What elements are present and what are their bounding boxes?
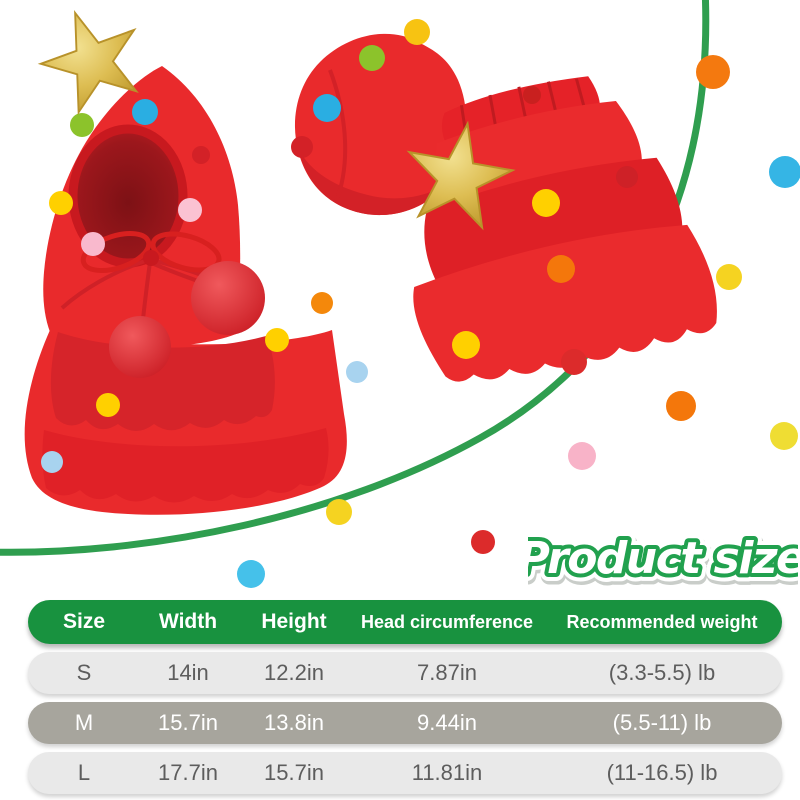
- pom-pom: [326, 499, 352, 525]
- cell-recommended-weight: (3.3-5.5) lb: [608, 660, 716, 685]
- svg-text:Product size: Product size: [528, 533, 798, 584]
- page-title-text: Product size: [528, 533, 798, 584]
- product-photo: [0, 0, 800, 588]
- costume-illustration: [0, 0, 800, 588]
- garland-swoosh-line: [0, 0, 710, 556]
- header-width: Width: [158, 610, 218, 633]
- svg-text:Product size: Product size: [528, 536, 798, 587]
- gold-star-icon: [406, 120, 516, 231]
- pom-pom: [696, 55, 730, 89]
- pom-pom: [769, 156, 800, 188]
- size-table: Size Width Height Head circumference Rec…: [28, 600, 782, 800]
- pom-pom: [568, 442, 596, 470]
- ruffle-dress-costume: [291, 19, 717, 382]
- cell-width: 15.7in: [158, 710, 218, 735]
- pom-pom: [770, 422, 798, 450]
- header-head-circumference: Head circumference: [360, 611, 534, 632]
- pom-pom: [666, 391, 696, 421]
- header-recommended-weight: Recommended weight: [566, 611, 758, 632]
- pom-pom: [191, 261, 265, 335]
- table-row-l: L 17.7in 15.7in 11.81in (11-16.5) lb: [28, 752, 782, 794]
- pom-pom: [471, 530, 495, 554]
- cell-recommended-weight: (5.5-11) lb: [612, 710, 712, 735]
- cell-recommended-weight: (11-16.5) lb: [606, 760, 718, 785]
- cell-size: S: [76, 660, 92, 685]
- cell-width: 14in: [167, 660, 209, 685]
- table-header-row: Size Width Height Head circumference Rec…: [28, 600, 782, 644]
- cell-width: 17.7in: [158, 760, 218, 785]
- page-title: Product size Product size Product size P…: [510, 520, 800, 598]
- cell-head-circumference: 9.44in: [417, 710, 477, 735]
- bow-knot: [143, 250, 159, 266]
- header-size: Size: [62, 610, 106, 633]
- pom-pom: [716, 264, 742, 290]
- pom-pom: [237, 560, 265, 588]
- header-height: Height: [261, 610, 327, 633]
- cell-size: M: [74, 710, 94, 735]
- svg-text:Product size: Product size: [528, 533, 798, 584]
- scatter-poms: [237, 55, 800, 588]
- hooded-cape-costume: [24, 10, 368, 515]
- table-row-m: M 15.7in 13.8in 9.44in (5.5-11) lb: [28, 702, 782, 744]
- cell-head-circumference: 11.81in: [411, 760, 483, 785]
- gold-star-icon: [37, 10, 139, 116]
- pom-pom: [561, 349, 587, 375]
- cell-height: 13.8in: [264, 710, 324, 735]
- cell-height: 15.7in: [264, 760, 324, 785]
- cell-size: L: [77, 760, 91, 785]
- cell-head-circumference: 7.87in: [417, 660, 477, 685]
- table-row-s: S 14in 12.2in 7.87in (3.3-5.5) lb: [28, 652, 782, 694]
- cell-height: 12.2in: [264, 660, 324, 685]
- pom-pom: [109, 316, 171, 378]
